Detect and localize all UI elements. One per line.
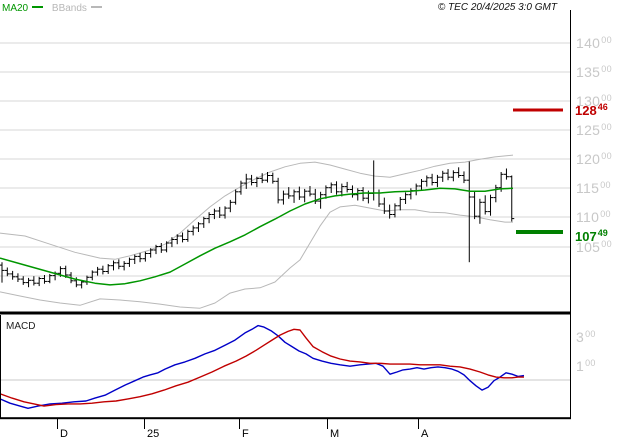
resistance-price-decimals: 46 <box>597 102 608 112</box>
date-tick-label: D <box>60 428 68 440</box>
support-price-main: 107 <box>575 229 597 244</box>
price-tick-label: 12500 <box>576 122 612 139</box>
macd-tick-label: 100 <box>576 357 596 374</box>
price-tick-label: 11000 <box>576 209 611 226</box>
macd-bottom-border <box>0 417 571 420</box>
bollinger-lower-band <box>0 204 513 309</box>
legend-item-ma20: MA20 <box>2 3 44 14</box>
ohlc-bars <box>0 160 515 289</box>
resistance-price-main: 128 <box>575 103 597 118</box>
price-tick-label: 10500 <box>576 238 612 255</box>
macd-tick-label: 300 <box>576 328 596 345</box>
price-tick-label: 13000 <box>576 93 612 109</box>
date-tick-label: A <box>421 428 429 440</box>
legend: MA20 BBands <box>2 3 108 14</box>
price-tick-label: 14000 <box>576 34 612 51</box>
date-tick-label: F <box>242 428 249 440</box>
price-tick-label: 13500 <box>576 63 612 80</box>
signal-line <box>0 328 524 407</box>
resistance-price-label: 12846 <box>575 102 608 118</box>
macd-panel-title: MACD <box>6 321 36 332</box>
price-tick-label: 11500 <box>576 180 611 197</box>
bollinger-upper-band <box>0 154 514 260</box>
support-price-decimals: 49 <box>597 228 608 238</box>
price-tick-label: 12000 <box>576 151 612 168</box>
legend-item-bbands: BBands <box>52 3 102 14</box>
ma20-legend-swatch <box>32 6 44 8</box>
panel-separator <box>0 311 571 315</box>
bbands-legend-swatch <box>90 6 102 8</box>
macd-line <box>0 324 525 409</box>
copyright-text: © TEC 20/4/2025 3:0 GMT <box>437 2 557 13</box>
ma20-line <box>0 187 514 286</box>
support-price-label: 10749 <box>575 228 608 244</box>
date-tick-label: M <box>330 428 340 440</box>
bbands-legend-label: BBands <box>51 3 87 14</box>
ma20-legend-label: MA20 <box>2 3 29 14</box>
date-tick-label: 25 <box>147 428 160 440</box>
